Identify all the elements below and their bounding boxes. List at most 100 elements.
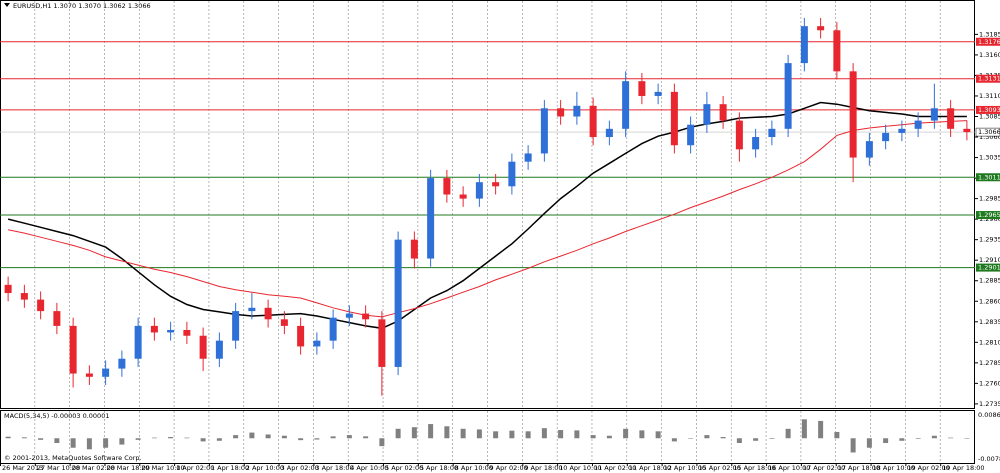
x-tick-label: 5 Apr 18:00 <box>420 464 458 472</box>
candle-body <box>963 128 971 133</box>
candle-body <box>670 91 678 146</box>
x-tick-label: 9 Apr 02:00 <box>490 464 528 472</box>
x-tick-label: 1 Apr 18:00 <box>211 464 249 472</box>
candle-body <box>394 239 402 367</box>
candle-body <box>914 120 922 129</box>
y-tick-label: 1.2860 <box>979 297 1000 305</box>
x-tick-label: 1 Apr 02:00 <box>176 464 214 472</box>
macd-bar <box>736 438 742 443</box>
macd-bar <box>54 438 60 443</box>
candle-body <box>540 108 548 154</box>
macd-bar <box>298 438 304 441</box>
candle-body <box>524 153 532 162</box>
candle-body <box>150 325 158 333</box>
candle-body <box>199 335 207 359</box>
candle-body <box>118 358 126 369</box>
x-tick-label: 11 Apr 18:00 <box>629 464 671 472</box>
macd-bar <box>671 438 677 442</box>
candle-body <box>329 317 337 341</box>
macd-bar <box>801 419 807 439</box>
y2-tick-label: 0.00864 <box>978 411 1000 419</box>
y-tick-label: 1.2835 <box>979 318 1000 326</box>
y-tick-label: 1.2935 <box>979 236 1000 244</box>
y-tick-label: 1.3185 <box>979 30 1000 38</box>
macd-bar <box>38 438 44 440</box>
x-tick-label: 2 Apr 10:00 <box>246 464 284 472</box>
macd-bar <box>850 438 856 453</box>
macd-bar <box>395 428 401 439</box>
x-tick-label: 5 Apr 02:00 <box>385 464 423 472</box>
candle-body <box>264 307 272 320</box>
candle-body <box>508 161 516 187</box>
macd-bar <box>379 438 385 447</box>
candle-body <box>638 81 646 96</box>
x-tick-label: 28 Mar 18:00 <box>106 464 149 472</box>
macd-bar <box>21 437 27 439</box>
macd-bar <box>281 435 287 439</box>
candle-body <box>687 124 695 146</box>
macd-bar <box>769 438 775 439</box>
candle-body <box>4 284 12 294</box>
candle-body <box>752 137 760 150</box>
x-tick-label: 12 Apr 10:00 <box>664 464 706 472</box>
candle-body <box>459 194 467 199</box>
macd-bar <box>688 438 694 439</box>
candle-body <box>947 108 955 129</box>
level-label-box <box>976 37 1000 46</box>
x-tick-label: 8 Apr 10:00 <box>455 464 493 472</box>
candle-body <box>69 325 77 374</box>
level-label: 1.2965 <box>978 211 1000 219</box>
x-tick-label: 19 Apr 02:00 <box>907 464 949 472</box>
last-price-box <box>975 127 1000 137</box>
candle-body <box>362 313 370 320</box>
macd-bar <box>574 430 580 439</box>
y-tick-label: 1.2910 <box>979 256 1000 264</box>
copyright: © 2001-2013, MetaQuotes Software Corp. <box>4 454 142 462</box>
macd-bar <box>135 438 141 440</box>
macd-bar <box>558 430 564 439</box>
macd-bar <box>590 435 596 439</box>
macd-bar <box>525 431 531 439</box>
level-label-box <box>976 173 1000 182</box>
macd-bar <box>720 437 726 439</box>
macd-bar <box>86 438 92 450</box>
macd-bar <box>5 436 11 439</box>
candle-body <box>53 311 61 326</box>
moving-average <box>8 120 967 318</box>
candle-body <box>703 104 711 125</box>
level-label: 1.3093 <box>978 106 1000 114</box>
macd-bar <box>623 428 629 439</box>
candle-body <box>557 108 565 117</box>
macd-bar <box>314 438 320 440</box>
macd-bar <box>70 438 76 448</box>
y-tick-label: 1.2735 <box>979 400 1000 408</box>
y-tick-label: 1.2785 <box>979 359 1000 367</box>
candle-body <box>882 132 890 142</box>
x-tick-label: 10 Apr 10:00 <box>559 464 601 472</box>
macd-bar <box>460 428 466 439</box>
macd-bar <box>200 438 206 442</box>
macd-bar <box>915 438 921 439</box>
candle-body <box>735 120 743 150</box>
macd-bar <box>103 438 109 448</box>
candle-body <box>20 293 28 300</box>
last-price-label: 1.3066 <box>978 128 1000 136</box>
macd-bar <box>476 429 482 439</box>
macd-bar <box>883 438 889 443</box>
candle-body <box>232 311 240 341</box>
y2-tick-label: -0.00784 <box>978 455 1000 463</box>
macd-bar <box>151 437 157 439</box>
x-tick-label: 4 Apr 10:00 <box>350 464 388 472</box>
candle-body <box>865 141 873 158</box>
y-tick-label: 1.3060 <box>979 133 1000 141</box>
x-tick-label: 18 Apr 10:00 <box>873 464 915 472</box>
macd-bar <box>363 436 369 439</box>
x-tick-label: 19 Apr 18:00 <box>942 464 984 472</box>
macd-bar <box>704 435 710 439</box>
y-tick-label: 1.3035 <box>979 154 1000 162</box>
candle-body <box>297 325 305 347</box>
macd-bar <box>818 420 824 439</box>
candle-body <box>443 178 451 195</box>
macd-bar <box>119 438 125 445</box>
x-tick-label: 26 Mar 2013 <box>2 464 43 472</box>
